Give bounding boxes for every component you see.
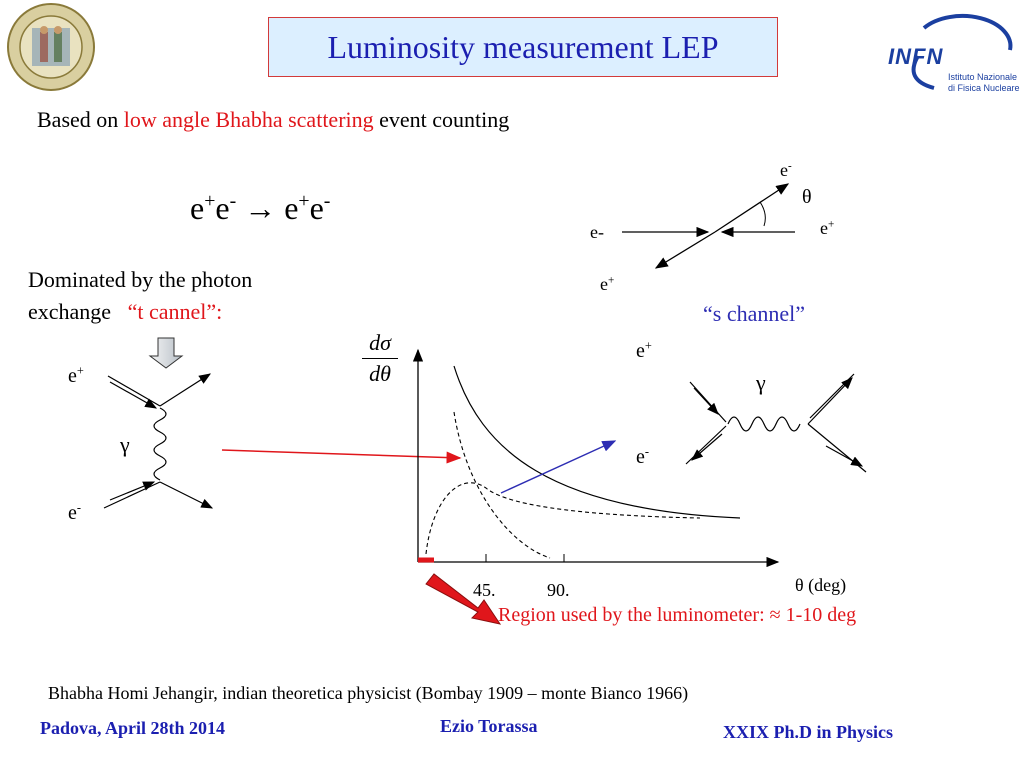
region-arrow [425,573,502,625]
intro-after: event counting [373,107,510,132]
plot-y-den: dθ [369,361,391,386]
footer-date: Padova, April 28th 2014 [40,718,226,738]
s-label-e-plus: e+ [636,338,652,362]
t-label-gamma: γ [120,432,130,457]
s-label-gamma: γ [756,370,766,395]
t-channel-name: “t cannel”: [127,299,223,324]
total-cross-section-curve [453,365,741,519]
plot-y-num: dσ [369,330,391,355]
plot-tick-label-90: 90. [547,580,570,600]
bhabha-note: Bhabha Homi Jehangir, indian theoretica … [48,683,689,703]
reaction-arrow: → [244,190,277,226]
scatter-label-theta: θ [802,186,812,208]
s-label-e-minus: e- [636,444,650,468]
page-title: Luminosity measurement LEP [327,28,719,65]
t-channel-line1: Dominated by the photon [28,267,253,292]
t-channel-diagram [103,337,214,509]
t-label-e-plus: e+ [68,363,84,387]
t-channel-dashed-curve [453,411,551,559]
t-channel-line2a: exchange [28,299,128,324]
s-channel-label: “s channel” [703,301,805,326]
outgoing-e-plus-line [654,231,716,269]
s-channel-dashed-curve [425,482,701,555]
infn-line2: di Fisica Nucleare [948,83,1020,93]
plot-x-label: θ (deg) [795,575,847,595]
intro-line: Based on low angle Bhabha scattering eve… [37,107,509,133]
scatter-label-e-minus-top: e- [780,160,792,180]
reaction-formula: e+e- → e+e- [190,190,331,226]
t-photon-wiggle [153,407,167,481]
t-label-e-minus: e- [68,500,82,524]
pointer-arrow-blue [500,440,617,494]
intro-highlight: low angle Bhabha scattering [123,107,374,132]
scatter-label-e-minus-left: e- [590,222,604,242]
title-box: Luminosity measurement LEP [268,17,778,77]
outgoing-e-minus-line [714,183,790,233]
region-note: Region used by the luminometer: ≈ 1-10 d… [498,604,857,626]
footer-author: Ezio Torassa [440,716,538,736]
t-channel-text: Dominated by the photon exchange “t cann… [28,264,252,328]
university-seal-logo [6,2,96,92]
s-channel-diagram [685,373,867,473]
footer-course: XXIX Ph.D in Physics [723,722,894,742]
pointer-arrow-red [221,449,462,464]
infn-logo: INFN Istituto Nazionale di Fisica Nuclea… [884,10,1024,100]
plot-y-label: dσ dθ [362,330,398,387]
plot-tick-label-45: 45. [473,580,496,600]
scattering-diagram [622,183,795,269]
scatter-label-e-plus-right: e+ [820,218,835,238]
intro-before: Based on [37,107,124,132]
scatter-label-e-plus-bottom: e+ [600,274,615,294]
s-photon-wiggle [727,416,801,432]
infn-line1: Istituto Nazionale [948,72,1018,82]
down-arrow-icon [148,337,184,369]
theta-arc [759,201,766,227]
cross-section-plot [412,348,780,568]
infn-mark: INFN [888,44,944,69]
